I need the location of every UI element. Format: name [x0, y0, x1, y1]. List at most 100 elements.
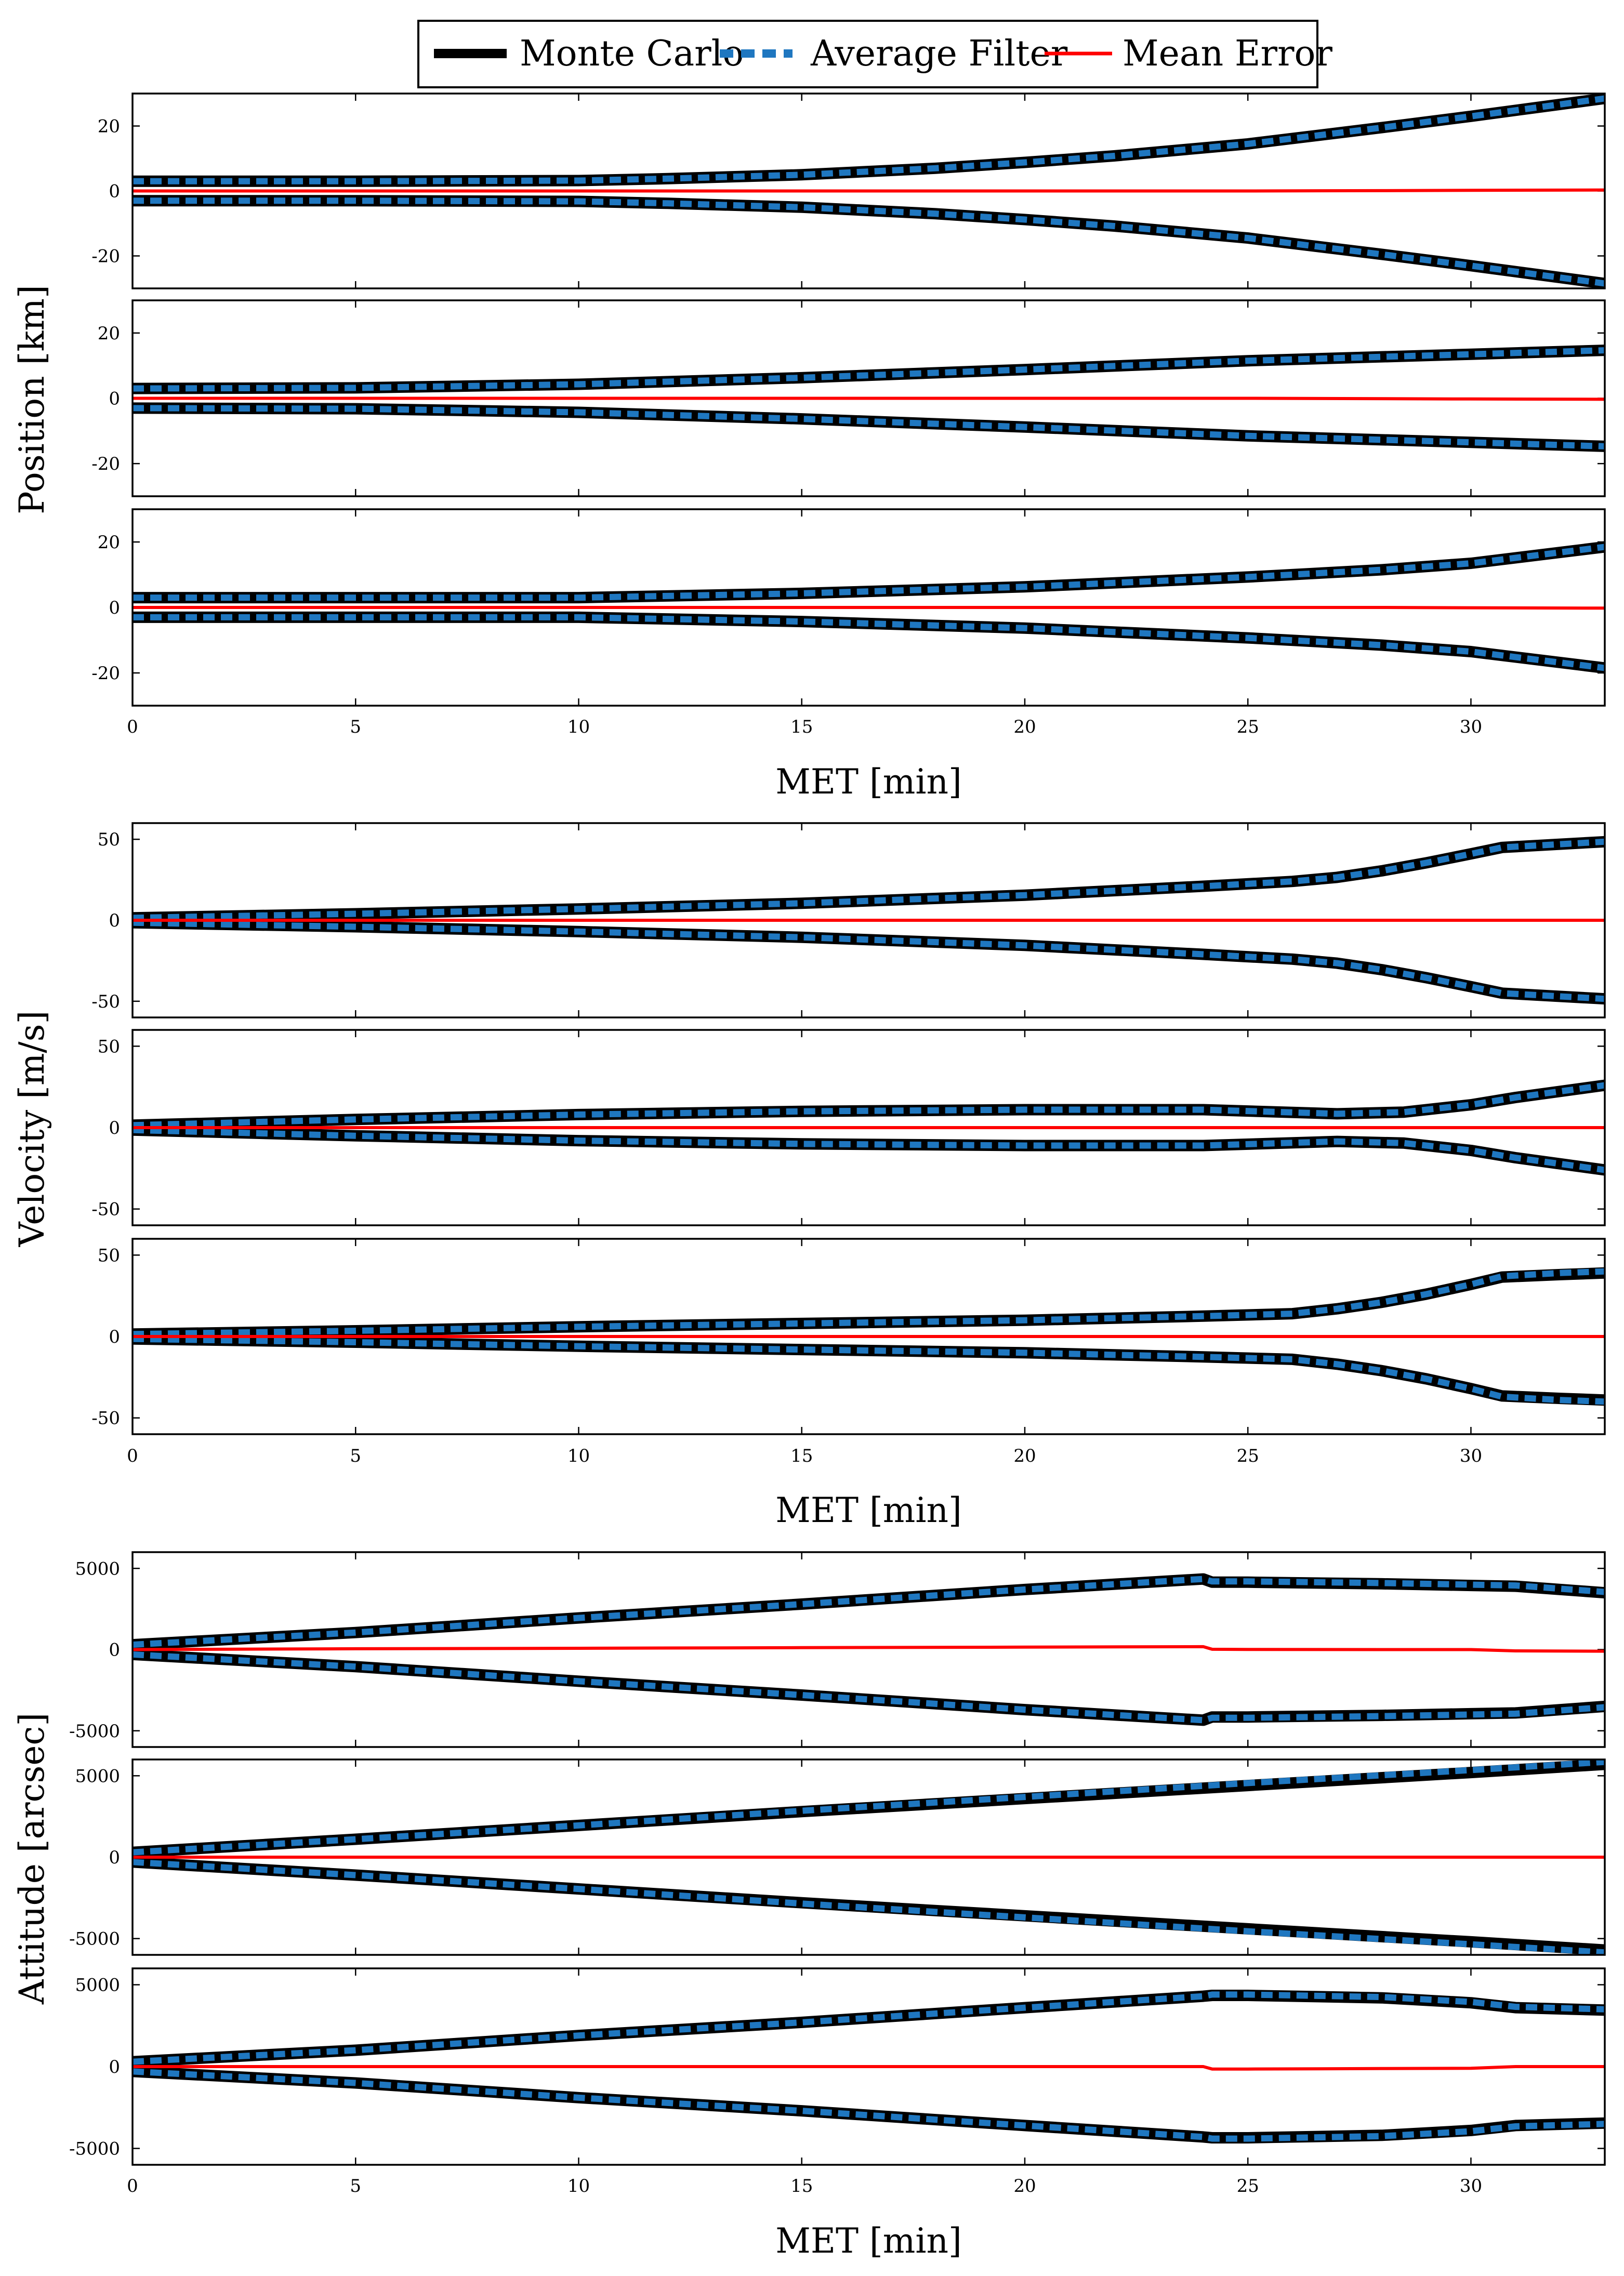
attitude-z-panel: 5000 0 -5000 [69, 1967, 1606, 2166]
legend: Monte Carlo Average Filter Mean Error [417, 20, 1332, 88]
legend-mean-error-label: Mean Error [1123, 33, 1332, 74]
position-xaxis-title: MET [min] [775, 762, 961, 802]
position-yaxis-title: Position [km] [12, 285, 52, 514]
attitude-x-average-filter-upper [133, 1576, 1605, 1648]
velocity-z-series [133, 1267, 1605, 1406]
velocity-y-average-filter-lower [133, 1127, 1605, 1173]
position-x-panel: 20 0 -20 [91, 92, 1606, 289]
chart-area: 20 0 -20 20 0 -20 20 0 -20 0 5 10 15 20 25 30 MET [min] P… [12, 92, 1606, 2261]
attitude-z-ytick-label: 0 [109, 2057, 120, 2077]
position-y-mean-error [133, 396, 1605, 401]
velocity-x-average-filter-lower [133, 919, 1605, 1002]
velocity-y-ytick-label: 50 [98, 1036, 120, 1057]
attitude-xtick-label: 5 [350, 2176, 361, 2196]
attitude-x-ytick-label: 0 [109, 1640, 120, 1661]
velocity-x-ytick-label: 50 [98, 829, 120, 850]
attitude-xtick-label: 25 [1237, 2176, 1259, 2196]
legend-monte-carlo-label: Monte Carlo [520, 33, 744, 74]
position-xtick-label: 15 [790, 717, 813, 737]
velocity-xtick-label: 0 [127, 1446, 138, 1466]
velocity-z-ytick-label: -50 [91, 1408, 120, 1429]
attitude-y-series [133, 1759, 1605, 1955]
attitude-z-average-filter-upper [133, 1991, 1605, 2065]
velocity-x-monte-carlo-upper [133, 836, 1605, 924]
position-y-panel: 20 0 -20 [91, 299, 1606, 497]
velocity-x-series [133, 836, 1605, 1005]
position-x-frame [131, 92, 1606, 289]
position-x-ytick-label: 20 [98, 116, 120, 137]
velocity-x-ytick-label: -50 [91, 991, 120, 1012]
velocity-x-ytick-label: 0 [109, 910, 120, 931]
position-y-average-filter-upper [133, 347, 1605, 392]
position-xtick-label: 25 [1237, 717, 1259, 737]
position-y-frame [131, 299, 1606, 497]
attitude-x-frame [131, 1551, 1606, 1748]
velocity-z-monte-carlo-upper [133, 1267, 1605, 1340]
attitude-y-average-filter-upper [133, 1759, 1605, 1856]
attitude-y-panel: 5000 0 -5000 [69, 1758, 1606, 1956]
velocity-x-panel: 50 0 -50 [91, 822, 1606, 1018]
position-y-ytick-label: -20 [91, 454, 120, 474]
position-y-series [133, 345, 1605, 452]
position-z-monte-carlo-upper [133, 541, 1605, 604]
legend-average-filter-label: Average Filter [810, 33, 1068, 74]
attitude-xaxis-title: MET [min] [775, 2221, 961, 2261]
attitude-z-average-filter-lower [133, 2068, 1605, 2142]
position-x-average-filter-lower [133, 197, 1605, 287]
velocity-xtick-label: 15 [790, 1446, 813, 1466]
attitude-x-ytick-label: -5000 [69, 1721, 120, 1742]
attitude-x-series [133, 1573, 1605, 1726]
position-z-average-filter-upper [133, 544, 1605, 601]
position-x-ytick-label: -20 [91, 246, 120, 267]
velocity-xaxis-title: MET [min] [775, 1490, 961, 1530]
attitude-xtick-label: 30 [1460, 2176, 1482, 2196]
position-z-ytick-label: 0 [109, 598, 120, 618]
velocity-yaxis-title: Velocity [m/s] [12, 1011, 52, 1248]
attitude-yaxis-title: Attitude [arcsec] [12, 1713, 52, 2005]
velocity-z-ytick-label: 50 [98, 1245, 120, 1266]
attitude-chart-group: 5000 0 -5000 5000 0 -5000 5000 0 -5000 0 5 10 15 20 25… [12, 1551, 1606, 2261]
attitude-y-frame [131, 1758, 1606, 1956]
position-x-ytick-label: 0 [109, 181, 120, 202]
position-x-monte-carlo-upper [133, 94, 1605, 187]
attitude-x-panel: 5000 0 -5000 [69, 1551, 1606, 1748]
position-x-monte-carlo-lower [133, 195, 1605, 288]
position-chart-group: 20 0 -20 20 0 -20 20 0 -20 0 5 10 15 20 25 30 MET [min] P… [12, 92, 1606, 802]
velocity-z-monte-carlo-lower [133, 1333, 1605, 1406]
attitude-xtick-label: 15 [790, 2176, 813, 2196]
attitude-xtick-label: 0 [127, 2176, 138, 2196]
attitude-y-ytick-label: 0 [109, 1847, 120, 1868]
position-xtick-label: 20 [1013, 717, 1036, 737]
position-x-mean-error [133, 188, 1605, 193]
position-z-monte-carlo-lower [133, 611, 1605, 674]
velocity-x-monte-carlo-lower [133, 917, 1605, 1005]
velocity-y-ytick-label: 0 [109, 1118, 120, 1139]
position-y-monte-carlo-lower [133, 402, 1605, 452]
velocity-xtick-label: 20 [1013, 1446, 1036, 1466]
velocity-xtick-label: 25 [1237, 1446, 1259, 1466]
velocity-z-average-filter-upper [133, 1268, 1605, 1338]
velocity-z-ytick-label: 0 [109, 1327, 120, 1347]
attitude-x-mean-error [133, 1645, 1605, 1653]
velocity-y-frame [131, 1029, 1606, 1226]
velocity-xtick-label: 30 [1460, 1446, 1482, 1466]
position-z-panel: 20 0 -20 [91, 508, 1606, 707]
position-x-series [133, 94, 1605, 288]
velocity-xtick-label: 5 [350, 1446, 361, 1466]
position-xtick-label: 10 [567, 717, 590, 737]
velocity-xtick-label: 10 [567, 1446, 590, 1466]
position-xtick-label: 5 [350, 717, 361, 737]
velocity-x-average-filter-upper [133, 838, 1605, 921]
attitude-z-series [133, 1990, 1605, 2143]
attitude-z-ytick-label: 5000 [75, 1975, 120, 1996]
attitude-z-mean-error [133, 2065, 1605, 2071]
position-y-monte-carlo-upper [133, 345, 1605, 394]
position-xtick-label: 0 [127, 717, 138, 737]
position-z-mean-error [133, 606, 1605, 610]
velocity-y-panel: 50 0 -50 [91, 1029, 1606, 1226]
attitude-y-average-filter-lower [133, 1859, 1605, 1955]
attitude-y-ytick-label: 5000 [75, 1766, 120, 1787]
attitude-xtick-label: 10 [567, 2176, 590, 2196]
position-z-ytick-label: 20 [98, 532, 120, 553]
